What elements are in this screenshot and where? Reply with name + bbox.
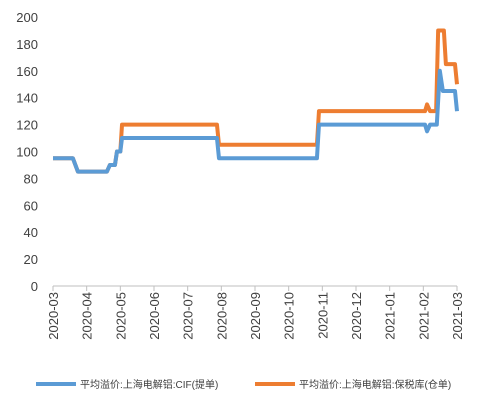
y-tick-label: 140 <box>16 91 38 106</box>
x-tick-label: 2020-03 <box>46 292 61 340</box>
y-tick-label: 60 <box>24 198 38 213</box>
y-tick-label: 100 <box>16 145 38 160</box>
x-tick-label: 2020-06 <box>147 292 162 340</box>
x-tick-label: 2021-03 <box>450 292 465 340</box>
x-tick-label: 2020-05 <box>113 292 128 340</box>
x-tick-label: 2020-10 <box>282 292 297 340</box>
y-tick-label: 0 <box>31 279 38 294</box>
series-line <box>53 28 459 174</box>
x-tick-label: 2021-02 <box>416 292 431 340</box>
y-tick-label: 120 <box>16 118 38 133</box>
legend-label: 平均溢价:上海电解铝:保税库(仓单) <box>299 378 451 391</box>
x-tick-label: 2020-11 <box>315 292 330 339</box>
y-tick-label: 20 <box>24 252 38 267</box>
x-tick-label: 2020-07 <box>181 292 196 340</box>
y-tick-label: 160 <box>16 64 38 79</box>
x-tick-label: 2020-09 <box>248 292 263 340</box>
x-tick-label: 2020-04 <box>80 292 95 340</box>
x-tick-label: 2021-01 <box>383 292 398 340</box>
series-line <box>53 68 459 174</box>
legend-label: 平均溢价:上海电解铝:CIF(提单) <box>80 378 218 391</box>
y-tick-label: 80 <box>24 171 38 186</box>
y-tick-label: 40 <box>24 225 38 240</box>
x-tick-label: 2020-12 <box>349 292 364 340</box>
y-tick-label: 200 <box>16 10 38 25</box>
y-tick-label: 180 <box>16 37 38 52</box>
x-tick-label: 2020-08 <box>214 292 229 340</box>
